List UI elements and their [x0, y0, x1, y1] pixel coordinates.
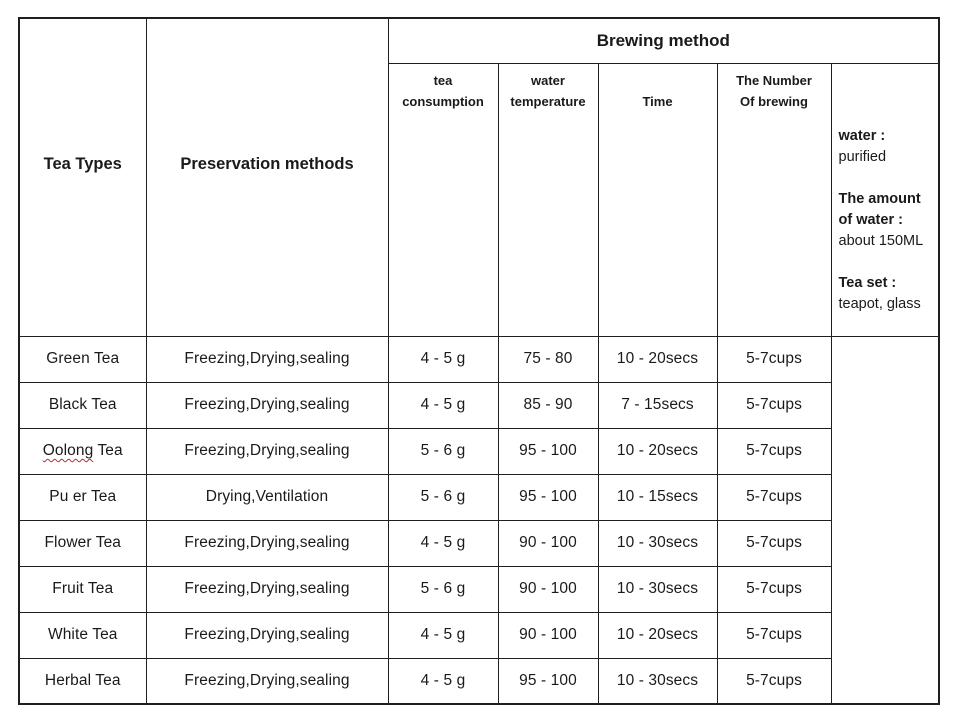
water-temperature-cell: 75 - 80 [497, 335, 599, 383]
note-value: purified [838, 148, 887, 165]
time-cell: 7 - 15secs [597, 381, 718, 429]
subheader-number-of-brewing: The Number Of brewing [716, 62, 832, 337]
header-row-sub: tea consumption water temperature Time The Nu… [19, 62, 940, 337]
preservation-cell: Freezing,Drying,sealing [145, 335, 389, 383]
tea-type-cell: Green Tea [18, 335, 147, 383]
time-cell: 10 - 30secs [597, 519, 718, 567]
tea-brewing-table: Tea Types Preservation methods Brewing m… [18, 17, 941, 705]
header-row-top: Tea Types Preservation methods Brewing m… [18, 17, 940, 337]
preservation-cell: Freezing,Drying,sealing [145, 565, 389, 613]
tea-type-cell: Oolong Tea [18, 427, 147, 475]
tea-consumption-cell: 5 - 6 g [387, 473, 499, 521]
number-of-brewing-cell: 5-7cups [716, 473, 832, 521]
tea-type-cell: Pu er Tea [18, 473, 147, 521]
water-temperature-cell: 90 - 100 [497, 611, 599, 659]
tea-consumption-cell: 4 - 5 g [387, 611, 499, 659]
time-cell: 10 - 30secs [597, 565, 718, 613]
column-header-preservation-methods: Preservation methods [145, 17, 389, 337]
number-of-brewing-cell: 5-7cups [716, 611, 832, 659]
preservation-cell: Freezing,Drying,sealing [145, 519, 389, 567]
water-temperature-cell: 85 - 90 [497, 381, 599, 429]
preservation-cell: Freezing,Drying,sealing [145, 381, 389, 429]
tea-consumption-cell: 5 - 6 g [387, 565, 499, 613]
table-row: Oolong Tea Freezing,Drying,sealing 5 - 6 g… [18, 427, 939, 475]
number-of-brewing-cell: 5-7cups [716, 657, 832, 705]
note-group: Tea set : teapot, glass [839, 273, 935, 315]
document-sheet: Tea Types Preservation methods Brewing m… [18, 17, 941, 705]
water-temperature-cell: 90 - 100 [497, 565, 599, 613]
tea-consumption-cell: 4 - 5 g [387, 335, 499, 383]
tea-consumption-cell: 4 - 5 g [387, 657, 499, 705]
tea-type-cell: Fruit Tea [18, 565, 147, 613]
number-of-brewing-cell: 5-7cups [716, 565, 832, 613]
number-of-brewing-cell: 5-7cups [716, 335, 832, 383]
time-cell: 10 - 20secs [597, 335, 718, 383]
preservation-cell: Freezing,Drying,sealing [145, 657, 389, 705]
note-label: water : [838, 127, 886, 144]
table-row: Herbal Tea Freezing,Drying,sealing 4 - 5 g… [18, 657, 939, 705]
note-group: The amount of water : about 150ML [839, 189, 935, 252]
tea-type-cell: Black Tea [18, 381, 147, 429]
subheader-tea-consumption: tea consumption [387, 62, 499, 337]
note-group: water : purified [839, 126, 935, 168]
time-cell: 10 - 30secs [597, 657, 718, 705]
notes-cell: water : purified The amount of water : abou… [830, 62, 940, 337]
note-value: about 150ML [838, 232, 924, 249]
note-label: The amount of water : [838, 190, 921, 228]
tea-type-cell: Flower Tea [18, 519, 147, 567]
tea-consumption-cell: 5 - 6 g [387, 427, 499, 475]
table-row: Flower Tea Freezing,Drying,sealing 4 - 5 g… [18, 519, 939, 567]
water-temperature-cell: 95 - 100 [497, 427, 599, 475]
time-cell: 10 - 20secs [597, 611, 718, 659]
note-value: teapot, glass [838, 295, 921, 312]
tea-type-cell: Herbal Tea [18, 657, 147, 705]
tea-type-cell: White Tea [18, 611, 147, 659]
preservation-cell: Freezing,Drying,sealing [145, 611, 389, 659]
water-temperature-cell: 90 - 100 [497, 519, 599, 567]
number-of-brewing-cell: 5-7cups [716, 427, 832, 475]
subheader-time: Time [597, 62, 718, 337]
table-row: Pu er Tea Drying,Ventilation 5 - 6 g 95 - 1… [18, 473, 939, 521]
subheader-water-temperature: water temperature [497, 62, 599, 337]
preservation-cell: Freezing,Drying,sealing [145, 427, 389, 475]
number-of-brewing-cell: 5-7cups [716, 381, 832, 429]
tea-consumption-cell: 4 - 5 g [387, 519, 499, 567]
time-cell: 10 - 15secs [597, 473, 718, 521]
water-temperature-cell: 95 - 100 [497, 657, 599, 705]
water-temperature-cell: 95 - 100 [497, 473, 599, 521]
note-label: Tea set : [838, 274, 897, 291]
column-group-header-brewing-method: Brewing method [387, 17, 940, 64]
misspelled-word: Oolong [42, 442, 94, 459]
time-cell: 10 - 20secs [597, 427, 718, 475]
preservation-cell: Drying,Ventilation [145, 473, 389, 521]
column-header-tea-types: Tea Types [18, 17, 147, 337]
tea-consumption-cell: 4 - 5 g [387, 381, 499, 429]
number-of-brewing-cell: 5-7cups [716, 519, 832, 567]
